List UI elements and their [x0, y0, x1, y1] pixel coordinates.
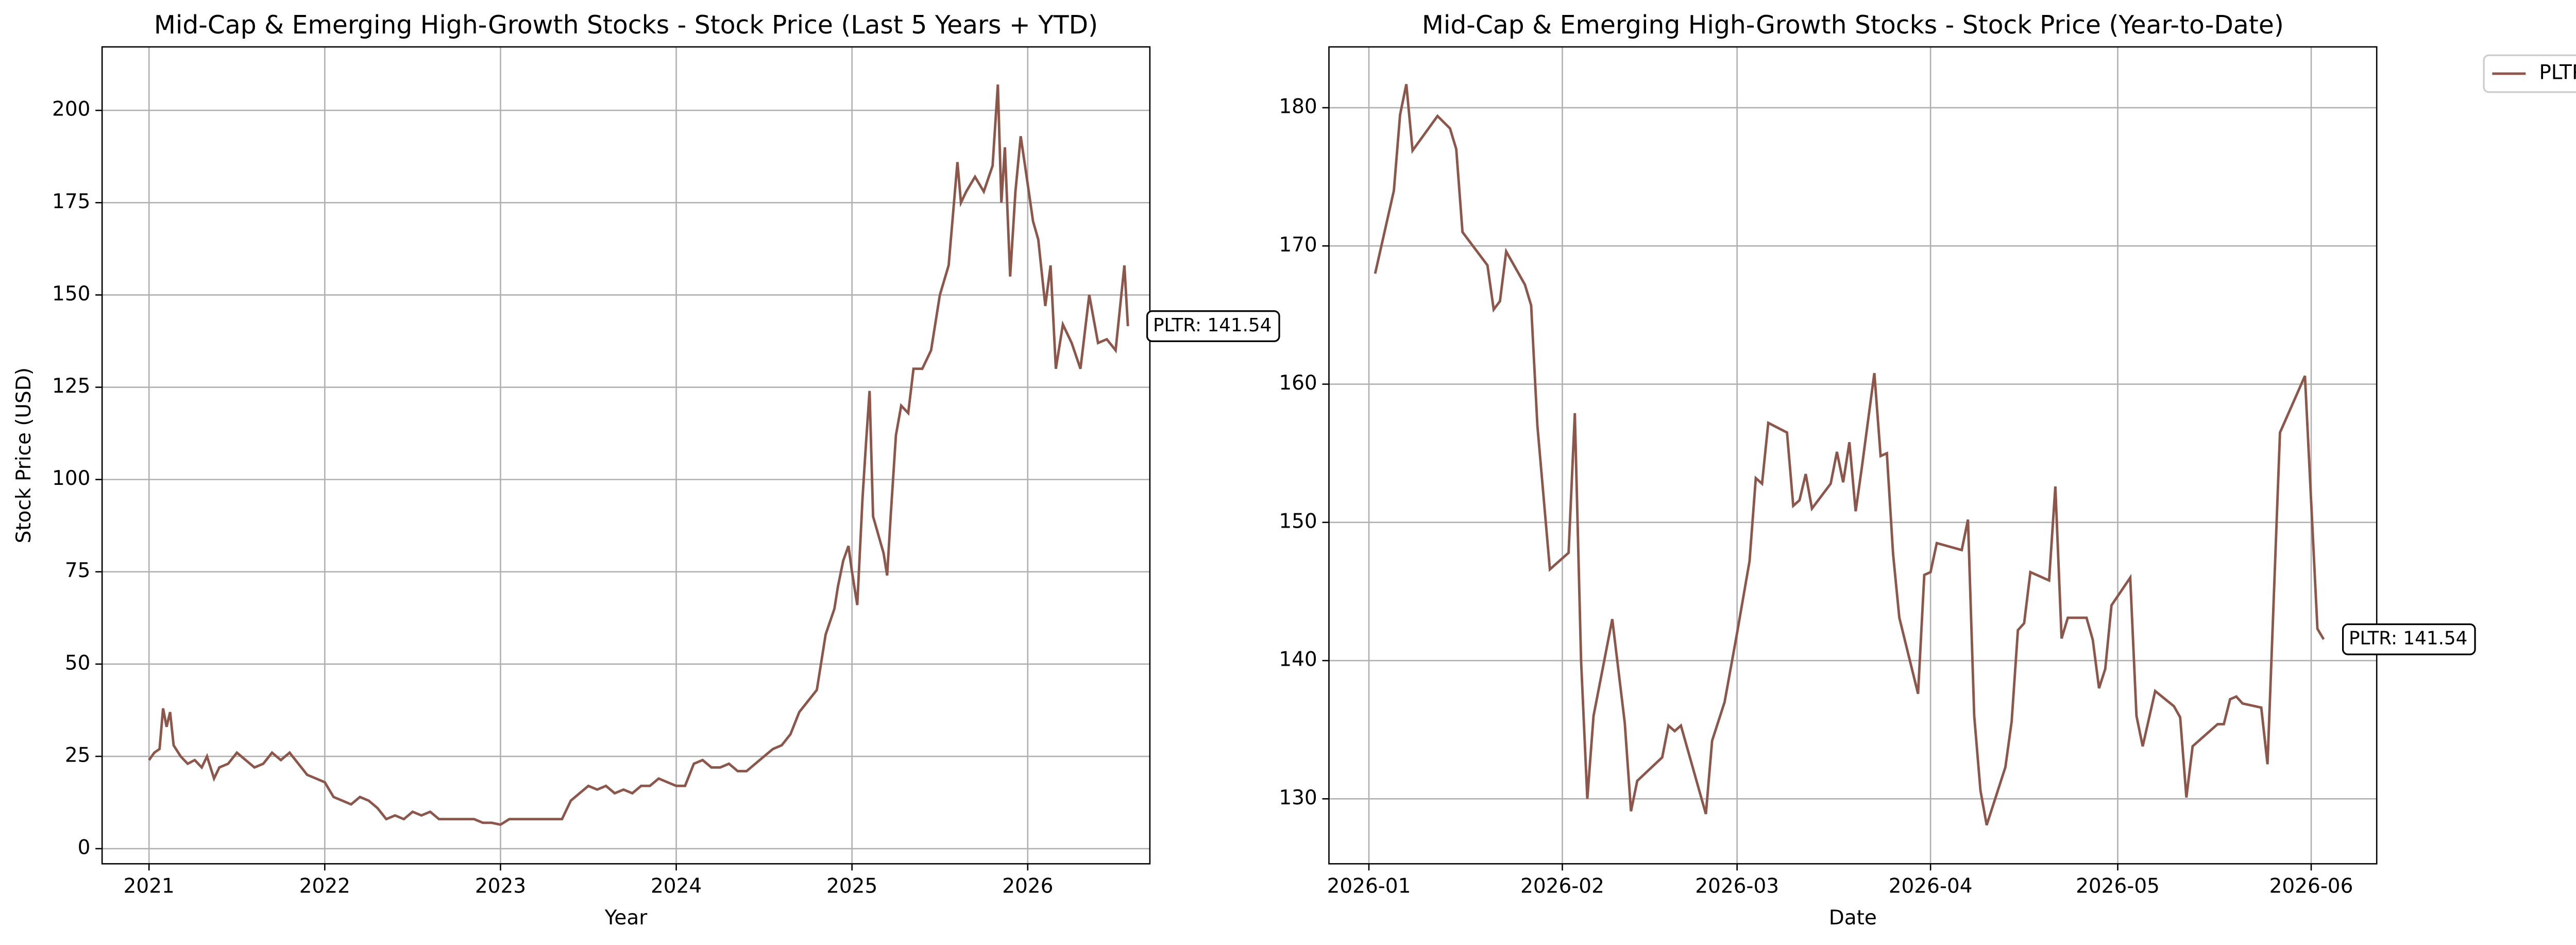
x-tick-label: 2026-03 — [1695, 874, 1779, 898]
annotation: PLTR: 141.54 — [2342, 623, 2476, 655]
x-tick-label: 2021 — [124, 874, 175, 898]
x-tick-label: 2023 — [475, 874, 526, 898]
annotation-text: PLTR: 141.54 — [1153, 315, 1272, 336]
y-tick-label: 25 — [65, 744, 91, 767]
chart-title: Mid-Cap & Emerging High-Growth Stocks - … — [1422, 11, 2284, 40]
x-axis-label: Date — [1829, 906, 1877, 930]
x-tick-label: 2026-04 — [1889, 874, 1973, 898]
price-line — [1374, 83, 2325, 826]
annotation: PLTR: 141.54 — [1146, 310, 1280, 342]
y-tick-label: 180 — [1279, 95, 1317, 119]
y-tick-label: 175 — [52, 190, 90, 213]
y-tick-label: 150 — [1279, 510, 1317, 533]
axes-frame — [101, 46, 1151, 865]
x-tick-label: 2026 — [1002, 874, 1053, 898]
x-tick-label: 2024 — [651, 874, 702, 898]
y-tick-label: 100 — [52, 467, 90, 490]
y-tick-label: 200 — [52, 98, 90, 121]
y-tick-label: 170 — [1279, 233, 1317, 257]
x-tick-label: 2026-01 — [1327, 874, 1411, 898]
y-tick-label: 125 — [52, 375, 90, 398]
annotation-text: PLTR: 141.54 — [2349, 628, 2467, 649]
x-tick-label: 2025 — [826, 874, 877, 898]
chart-title: Mid-Cap & Emerging High-Growth Stocks - … — [154, 11, 1098, 40]
y-tick-label: 75 — [65, 559, 91, 582]
y-tick-label: 140 — [1279, 648, 1317, 671]
legend-box — [2483, 54, 2576, 93]
y-tick-label: 150 — [52, 282, 90, 306]
x-tick-label: 2022 — [299, 874, 350, 898]
annotation-box — [2342, 623, 2476, 655]
y-tick-label: 50 — [65, 651, 91, 674]
x-tick-label: 2026-05 — [2076, 874, 2160, 898]
price-line — [148, 84, 1129, 826]
legend-label: PLTR — [2539, 61, 2576, 84]
y-tick-label: 160 — [1279, 372, 1317, 395]
legend: PLTR — [2483, 54, 2576, 93]
axes-frame — [1328, 46, 2378, 865]
x-tick-label: 2026-06 — [2269, 874, 2353, 898]
y-tick-label: 0 — [78, 836, 91, 859]
annotation-box — [1146, 310, 1280, 342]
y-tick-label: 130 — [1279, 786, 1317, 809]
x-tick-label: 2026-02 — [1520, 874, 1604, 898]
x-axis-label: Year — [604, 906, 648, 930]
y-axis-label: Stock Price (USD) — [12, 367, 36, 543]
